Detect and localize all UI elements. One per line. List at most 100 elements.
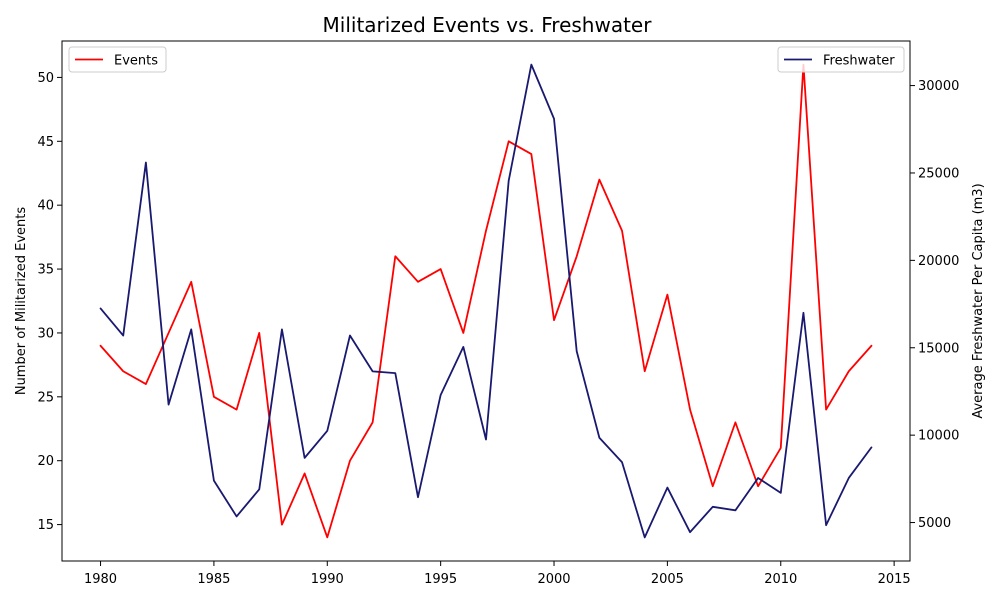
freshwater-point xyxy=(143,160,148,165)
events-point xyxy=(461,330,466,335)
events-point xyxy=(620,228,625,233)
freshwater-point xyxy=(846,475,851,480)
y-right-tick-label: 10000 xyxy=(918,429,959,444)
events-point xyxy=(211,394,216,399)
events-line xyxy=(99,63,873,539)
events-point xyxy=(189,279,194,284)
events-point xyxy=(484,228,489,233)
events-point xyxy=(846,369,851,374)
x-tick-label: 2000 xyxy=(537,572,570,587)
freshwater-line xyxy=(99,63,873,539)
y-axis-right-ticks: 5000 10000 15000 20000 25000 30000 xyxy=(910,79,959,531)
y-right-tick-label: 30000 xyxy=(918,79,959,94)
legend-frame xyxy=(68,46,167,73)
freshwater-point xyxy=(642,535,647,540)
events-point xyxy=(642,369,647,374)
y-right-tick-label: 20000 xyxy=(918,254,959,269)
freshwater-point xyxy=(98,306,103,311)
y-left-tick-label: 30 xyxy=(37,326,54,341)
x-tick-label: 1990 xyxy=(311,572,344,587)
legend-label-events: Events xyxy=(114,54,158,69)
events-point xyxy=(778,445,783,450)
x-tick-label: 2010 xyxy=(764,572,797,587)
events-point xyxy=(98,343,103,348)
freshwater-point xyxy=(529,62,534,67)
chart-title: Militarized Events vs. Freshwater xyxy=(323,13,653,37)
events-point xyxy=(143,382,148,387)
y-left-tick-label: 35 xyxy=(37,263,54,278)
events-point xyxy=(529,152,534,157)
y-axis-left-ticks: 15 20 25 30 35 40 45 50 xyxy=(37,71,62,533)
events-point xyxy=(257,330,262,335)
freshwater-point xyxy=(778,490,783,495)
events-point xyxy=(824,407,829,412)
y-right-tick-label: 5000 xyxy=(918,516,951,531)
y-left-tick-label: 25 xyxy=(37,390,54,405)
y-left-tick-label: 40 xyxy=(37,199,54,214)
freshwater-point xyxy=(347,333,352,338)
freshwater-point xyxy=(756,475,761,480)
freshwater-point xyxy=(688,530,693,535)
freshwater-point xyxy=(484,437,489,442)
events-point xyxy=(325,535,330,540)
freshwater-point xyxy=(597,435,602,440)
events-point xyxy=(869,343,874,348)
events-point xyxy=(234,407,239,412)
y-right-tick-label: 15000 xyxy=(918,341,959,356)
freshwater-point xyxy=(121,333,126,338)
events-point xyxy=(121,369,126,374)
events-point xyxy=(393,254,398,259)
x-axis-ticks: 1980 1985 1990 1995 2000 2005 2010 2015 xyxy=(84,561,911,587)
freshwater-point xyxy=(302,455,307,460)
y-left-tick-label: 15 xyxy=(37,518,54,533)
events-point xyxy=(756,484,761,489)
legend-freshwater: Freshwater xyxy=(777,46,905,73)
events-point xyxy=(574,254,579,259)
freshwater-point xyxy=(824,523,829,528)
events-point xyxy=(415,279,420,284)
events-point xyxy=(688,407,693,412)
freshwater-point xyxy=(438,392,443,397)
freshwater-point xyxy=(393,371,398,376)
x-tick-label: 1980 xyxy=(84,572,117,587)
freshwater-point xyxy=(325,428,330,433)
freshwater-point xyxy=(710,504,715,509)
plot-area: 1980 1985 1990 1995 2000 2005 2010 2015 15 20 25 3… xyxy=(37,40,959,587)
freshwater-point xyxy=(211,478,216,483)
axes-frame xyxy=(61,40,911,562)
y-left-tick-label: 50 xyxy=(37,71,54,86)
y-left-tick-label: 20 xyxy=(37,454,54,469)
events-point xyxy=(302,471,307,476)
x-tick-label: 1995 xyxy=(424,572,457,587)
events-point xyxy=(733,420,738,425)
freshwater-point xyxy=(257,487,262,492)
freshwater-point xyxy=(415,495,420,500)
freshwater-point xyxy=(166,402,171,407)
events-point xyxy=(665,292,670,297)
freshwater-point xyxy=(801,310,806,315)
freshwater-point xyxy=(733,508,738,513)
y-right-tick-label: 25000 xyxy=(918,166,959,181)
freshwater-point xyxy=(665,485,670,490)
events-point xyxy=(710,484,715,489)
events-point xyxy=(597,177,602,182)
x-tick-label: 1985 xyxy=(197,572,230,587)
x-tick-label: 2015 xyxy=(878,572,911,587)
freshwater-point xyxy=(869,445,874,450)
events-point xyxy=(438,267,443,272)
events-point xyxy=(279,522,284,527)
freshwater-point xyxy=(574,349,579,354)
legend-events: Events xyxy=(68,46,167,73)
legend-label-freshwater: Freshwater xyxy=(823,54,895,69)
y-axis-label-right: Average Freshwater Per Capita (m3) xyxy=(971,183,986,418)
freshwater-point xyxy=(234,514,239,519)
freshwater-point xyxy=(552,116,557,121)
events-point xyxy=(347,458,352,463)
events-point xyxy=(370,420,375,425)
series-layer xyxy=(98,62,874,540)
freshwater-point xyxy=(461,344,466,349)
freshwater-point xyxy=(620,460,625,465)
plot-background xyxy=(62,41,910,561)
freshwater-point xyxy=(189,327,194,332)
